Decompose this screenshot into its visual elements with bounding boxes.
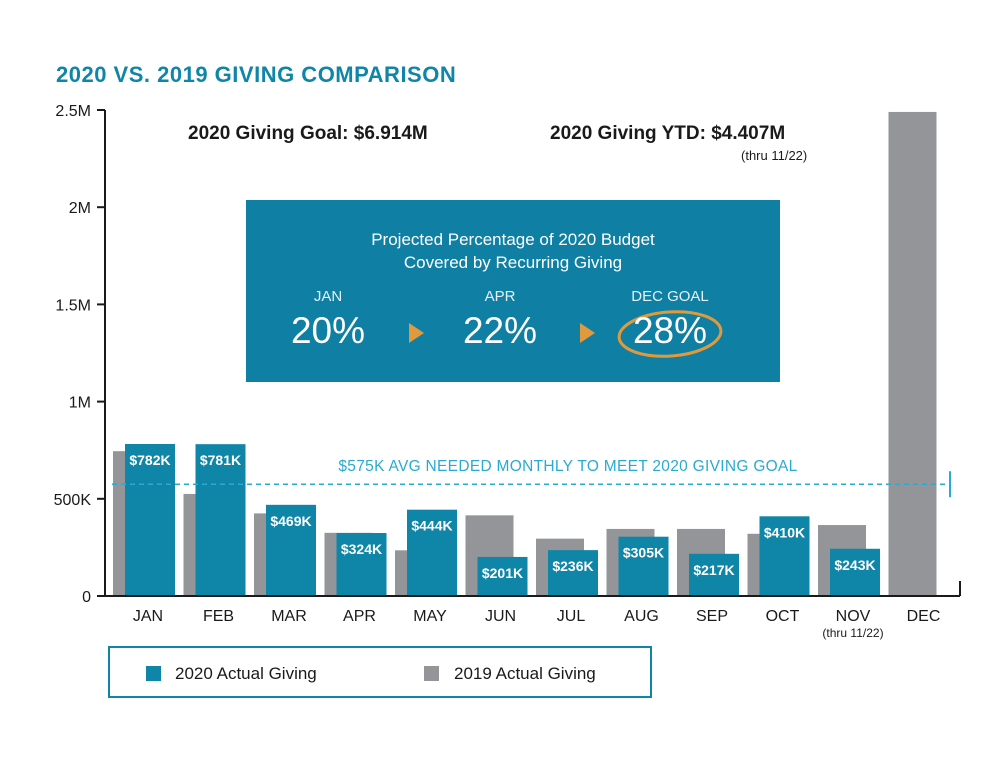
y-tick-label: 1.5M	[55, 297, 91, 314]
bar-2020-jan	[125, 443, 175, 596]
stage-apr-label: APR	[484, 288, 516, 305]
y-tick-label: 500K	[54, 492, 92, 509]
bar-2020-oct	[759, 516, 810, 596]
x-tick-label: OCT	[766, 608, 800, 625]
x-tick-label: NOV	[836, 608, 871, 625]
x-tick-label: MAR	[271, 608, 307, 625]
x-tick-label: JUL	[557, 608, 586, 625]
bar-2019-dec	[888, 111, 937, 596]
x-tick-note: (thru 11/22)	[822, 626, 883, 640]
giving-ytd-note: (thru 11/22)	[741, 148, 808, 163]
bar-2020-mar	[266, 504, 316, 596]
data-label-2020: $444K	[411, 518, 452, 534]
y-tick-label: 2M	[69, 200, 91, 217]
x-tick-label: FEB	[203, 608, 234, 625]
data-label-2020: $469K	[270, 513, 311, 529]
recurring-giving-callout: Projected Percentage of 2020 Budget Cove…	[246, 200, 780, 382]
x-tick-label: DEC	[907, 608, 941, 625]
bar-2020-may	[407, 509, 457, 596]
callout-title-line1: Projected Percentage of 2020 Budget	[371, 230, 655, 249]
data-label-2020: $324K	[341, 541, 382, 557]
y-tick-label: 0	[82, 589, 91, 606]
callout-title-line2: Covered by Recurring Giving	[403, 253, 623, 272]
stage-apr-value: 22%	[462, 310, 538, 351]
data-label-2020: $781K	[200, 452, 241, 468]
arrow-right-icon	[580, 323, 595, 343]
bar-2020-nov	[830, 548, 880, 596]
chart-title: 2020 VS. 2019 GIVING COMPARISON	[56, 62, 457, 87]
x-tick-label: APR	[343, 608, 376, 625]
bar-2020-jul	[548, 550, 598, 596]
stage-dec-goal-label: DEC GOAL	[631, 288, 709, 305]
x-tick-label: MAY	[413, 608, 447, 625]
y-tick-label: 2.5M	[55, 103, 91, 120]
bar-2020-aug	[618, 536, 669, 596]
callout-title: Projected Percentage of 2020 Budget Cove…	[246, 228, 780, 274]
stage-dec-goal-value: 28%	[632, 310, 708, 351]
legend-label-2020: 2020 Actual Giving	[175, 664, 317, 683]
data-label-2020: $236K	[552, 558, 593, 574]
legend-swatch-2020	[146, 666, 161, 681]
y-tick-label: 1M	[69, 395, 91, 412]
reference-line-label: $575K AVG NEEDED MONTHLY TO MEET 2020 GI…	[338, 458, 797, 475]
bar-2020-feb	[195, 444, 246, 596]
data-label-2020: $217K	[693, 562, 734, 578]
bar-2020-apr	[336, 533, 387, 596]
bar-2020-sep	[689, 553, 739, 596]
stage-jan-value: 20%	[290, 310, 366, 351]
data-label-2020: $201K	[482, 565, 523, 581]
data-label-2020: $305K	[623, 545, 664, 561]
giving-goal-text: 2020 Giving Goal: $6.914M	[188, 123, 428, 144]
data-label-2020: $243K	[834, 557, 875, 573]
data-label-2020: $410K	[764, 524, 805, 540]
circle-highlight-icon	[617, 310, 723, 358]
arrow-right-icon	[409, 323, 424, 343]
stage-jan-label: JAN	[313, 288, 343, 305]
data-label-2020: $782K	[129, 452, 170, 468]
x-tick-label: JUN	[485, 608, 516, 625]
x-tick-label: AUG	[624, 608, 659, 625]
legend-label-2019: 2019 Actual Giving	[454, 664, 596, 683]
x-tick-label: SEP	[696, 608, 728, 625]
giving-ytd-text: 2020 Giving YTD: $4.407M	[550, 123, 786, 144]
bar-2020-jun	[477, 556, 528, 596]
x-tick-label: JAN	[133, 608, 163, 625]
legend-swatch-2019	[424, 666, 439, 681]
chart-legend: 2020 Actual Giving 2019 Actual Giving	[108, 646, 652, 698]
